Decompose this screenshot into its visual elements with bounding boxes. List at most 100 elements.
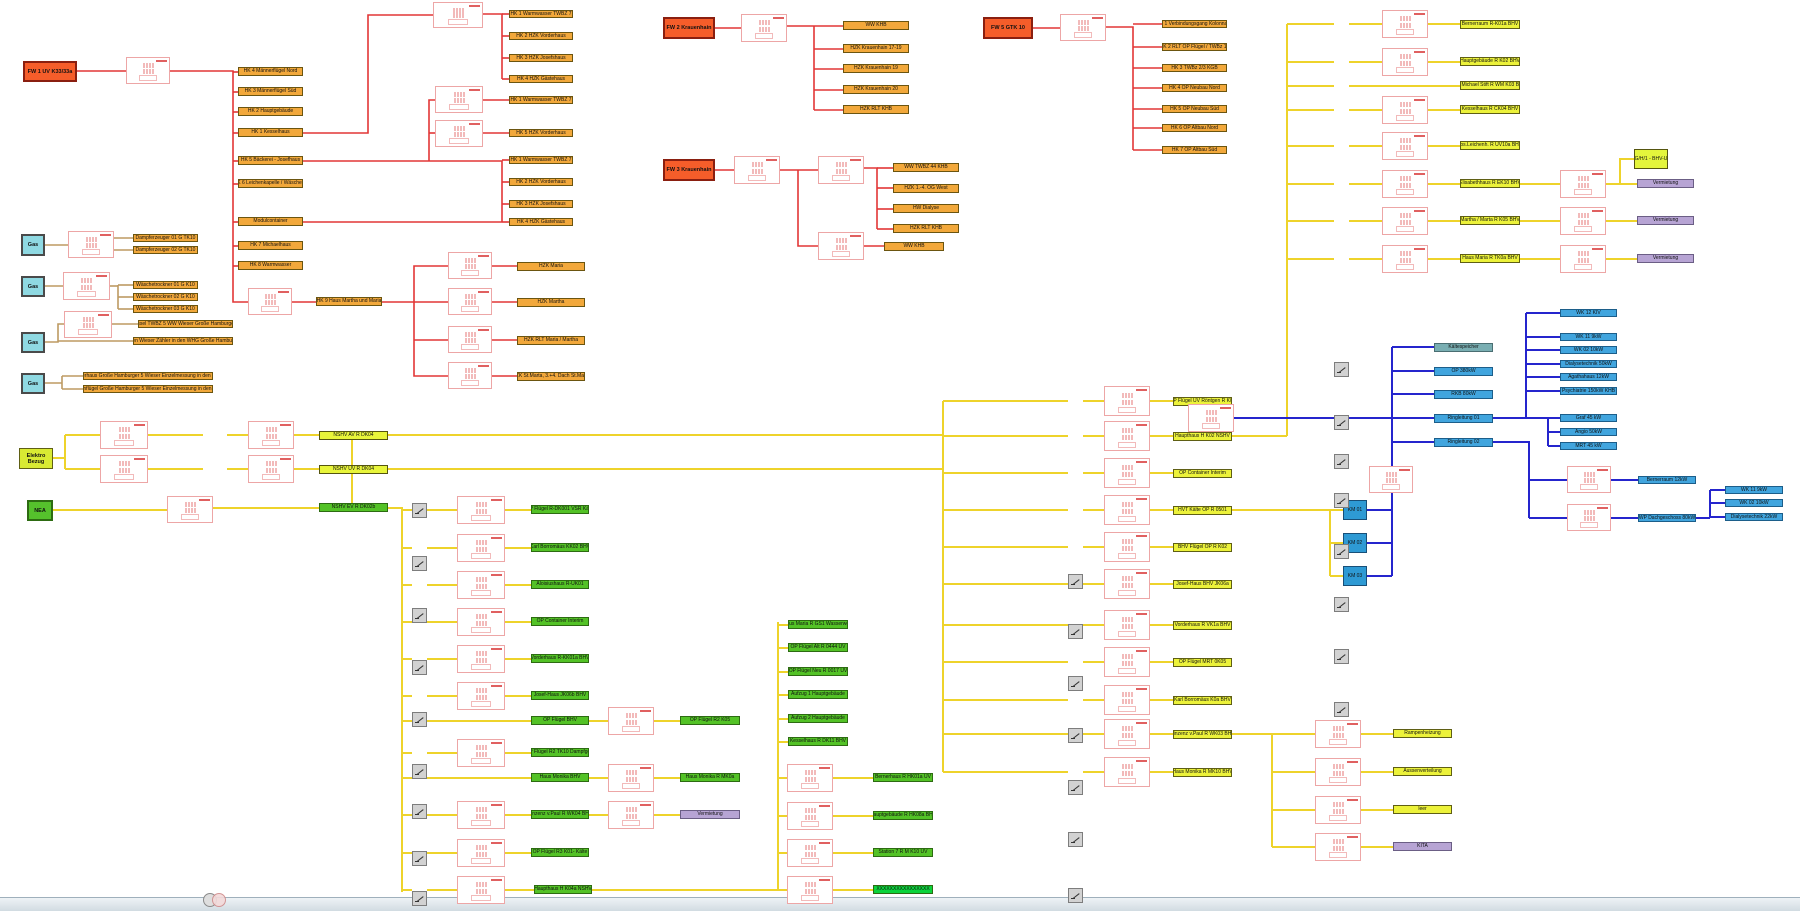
breaker-switch-icon[interactable] <box>412 660 427 675</box>
mrt-45-kw[interactable]: MRT 45 kW <box>1560 442 1617 450</box>
hk-3-twbz-2-3-kgb[interactable]: HK 3 TWBz 2/3 KGB <box>1162 64 1227 72</box>
meter-box[interactable] <box>448 362 492 389</box>
meter-box[interactable] <box>1315 796 1361 824</box>
meter-box[interactable] <box>448 288 492 315</box>
breaker-switch-icon[interactable] <box>1068 832 1083 847</box>
breaker-switch-icon[interactable] <box>1334 649 1349 664</box>
hk-5-op-neubau-s-d[interactable]: HK 5 OP Neubau Süd <box>1162 105 1227 113</box>
meter-box[interactable] <box>608 764 654 792</box>
leer[interactable]: leer <box>1393 805 1452 814</box>
vorderhaus-r-vk1a-bhv[interactable]: Vorderhaus R VK1a BHV <box>1173 621 1232 630</box>
gas[interactable]: Gas <box>21 276 45 297</box>
meter-box[interactable] <box>457 682 505 710</box>
breaker-switch-icon[interactable] <box>1068 624 1083 639</box>
meter-box[interactable] <box>448 252 492 279</box>
breaker-switch-icon[interactable] <box>1068 888 1083 903</box>
haupthaus-h-k04a-nshv[interactable]: Haupthaus H K04a NSHV <box>534 885 592 894</box>
rkb-80kw[interactable]: RKB 80kW <box>1434 390 1493 399</box>
op-fl-gel-alt-r-0444-uv[interactable]: OP Flügel Alt R 0444 UV <box>788 643 848 652</box>
breaker-switch-icon[interactable] <box>412 608 427 623</box>
meter-box[interactable] <box>1382 96 1428 124</box>
meter-box[interactable] <box>448 326 492 353</box>
hk-2-hzk-vorderhaus[interactable]: HK 2 HZK Vorderhaus <box>509 32 573 40</box>
meter-box[interactable] <box>734 156 780 184</box>
meter-box[interactable] <box>248 455 294 483</box>
meter-box[interactable] <box>787 802 833 830</box>
hzk-rlt-khb[interactable]: HZK RLT KHB <box>843 105 909 114</box>
meter-box[interactable] <box>457 571 505 599</box>
hk-4-m-nnerfl-gel-nord[interactable]: HK 4 Männerflügel Nord <box>238 67 303 76</box>
meter-box[interactable] <box>100 455 148 483</box>
breaker-switch-icon[interactable] <box>1068 780 1083 795</box>
breaker-switch-icon[interactable] <box>1068 728 1083 743</box>
meter-box[interactable] <box>1104 757 1150 787</box>
breaker-switch-icon[interactable] <box>1334 415 1349 430</box>
km-03[interactable]: KM 03 <box>1343 566 1367 586</box>
bernerhaus-r-hk01a-uv[interactable]: Bernerhaus R HK01a UV <box>873 773 933 782</box>
nshv-av-r-dk04[interactable]: NSHV AV R DK04 <box>319 431 388 440</box>
agathahaus-12kw[interactable]: Agathahaus 12kW <box>1560 373 1617 381</box>
meter-box[interactable] <box>818 232 864 260</box>
wk-11-9kw[interactable]: WK 11 9kW <box>1560 333 1617 341</box>
hk-9-haus-martha-und-maria[interactable]: HK 9 Haus Martha und Maria <box>316 297 382 306</box>
breaker-switch-icon[interactable] <box>1068 676 1083 691</box>
meter-box[interactable] <box>608 801 654 829</box>
op-fl-gel-r-dk001-vsr-k-lte[interactable]: OP Flügel R-DK001 VSR Kälte <box>531 505 589 514</box>
w-schetrockner-01-g-k10[interactable]: Wäschetrockner 01 G K10 <box>133 281 198 289</box>
breaker-switch-icon[interactable] <box>412 851 427 866</box>
op-380kw[interactable]: OP 380kW <box>1434 367 1493 376</box>
hk-2-rlt-op-fl-gel-twbz-10[interactable]: HK 2 RLT OP Flügel / TWBz 10 <box>1162 43 1227 51</box>
haus-monika-r-mk10-bhv[interactable]: Haus Monika R MK10 BHV <box>1173 768 1232 777</box>
meter-box[interactable] <box>1104 685 1150 715</box>
kesselhaus-r-ck04-bhv[interactable]: Kesselhaus R CK04 BHV <box>1460 105 1520 114</box>
op-fl-gel-r3-k01-k-lte[interactable]: OP Flügel R3 K01- Kälte <box>531 848 589 857</box>
dampferzeuger-01-g-tk10[interactable]: Dampferzeuger 01 G TK10 <box>133 234 198 242</box>
hk-5-b-ckerei-josefhaus[interactable]: HK 5 Bäckerei - Josefhaus <box>238 156 303 165</box>
jos-leichenh-r-uv10a-bhv[interactable]: Jos.Leichenh. R UV10a BHV <box>1460 141 1520 150</box>
fw-3-krauenhain[interactable]: FW 3 Krauenhain <box>663 159 715 181</box>
hk-2-hzk-vorderhaus[interactable]: HK 2 HZK Vorderhaus <box>509 178 573 186</box>
vermietung[interactable]: Vermietung <box>680 810 740 819</box>
wk-12-kiv[interactable]: WK 12 KIV <box>1560 309 1617 317</box>
meter-box[interactable] <box>433 2 483 28</box>
fw-1-uv-k33-33a[interactable]: FW 1 UV K33/33a <box>23 61 77 82</box>
hzk-rlt-maria-martha[interactable]: HZK RLT Maria / Martha <box>517 336 585 345</box>
fw-5-gtk-10[interactable]: FW 5 GTK 10 <box>983 17 1033 39</box>
meter-box[interactable] <box>457 645 505 673</box>
meter-box[interactable] <box>1315 758 1361 786</box>
aussenverteilung[interactable]: Aussenverteilung <box>1393 767 1452 776</box>
meter-box[interactable] <box>1104 610 1150 640</box>
ww-twbz-44-khb[interactable]: WW TWBZ 44 KHB <box>893 163 959 172</box>
meter-box[interactable] <box>167 496 213 523</box>
breaker-switch-icon[interactable] <box>1334 493 1349 508</box>
meter-box[interactable] <box>63 272 110 300</box>
fw-2-krauenhain[interactable]: FW 2 Krauenhain <box>663 17 715 39</box>
haus-maria-r-gs1-wasserwerk[interactable]: Haus Maria R GS1 Wasserwerk <box>788 620 848 629</box>
elisabethhaus-r-ek10-bhv[interactable]: Elisabethhaus R EK10 BHV <box>1460 179 1520 188</box>
aufzug-1-hauptgeb-ude[interactable]: Aufzug 1 Hauptgebäude <box>788 690 848 699</box>
haus-monika-bhv[interactable]: Haus Monika BHV <box>531 773 589 782</box>
dialysetechnik-50kw[interactable]: Dialysetechnik 50kW <box>1560 360 1617 368</box>
bhv-fl-gel-op-r-k02[interactable]: BHV Flügel OP R K02 <box>1173 543 1232 552</box>
haus-maria-r-tk0a-bhv[interactable]: Haus Maria R TK0a BHV <box>1460 254 1520 263</box>
w-schetrockner-03-g-k10[interactable]: Wäschetrockner 03 G K10 <box>133 305 198 313</box>
gas[interactable]: Gas <box>21 234 45 256</box>
psychiatrie-150kw-khb[interactable]: Psychiatrie 150kW KHB <box>1560 387 1617 395</box>
kg-h-1-bhv-uv[interactable]: KG/H/1 - BHV-UV <box>1634 149 1668 169</box>
hauptgeb-ude-r-hk08a-bhv[interactable]: Hauptgebäude R HK08a BHV <box>873 811 933 820</box>
meter-box[interactable] <box>248 288 292 315</box>
meter-box[interactable] <box>64 311 112 338</box>
vinzenz-v-paul-r-wk03-bhv[interactable]: Vinzenz v.Paul R WK03 BHV <box>1173 730 1232 739</box>
hk-4-hzk-g-stehaus[interactable]: HK 4 HZK Gästehaus <box>509 218 573 226</box>
op-fl-gel-neu-r-0017-uv[interactable]: OP Flügel Neu R 0017 UV <box>788 667 848 676</box>
meter-box[interactable] <box>787 764 833 792</box>
kita[interactable]: KITA <box>1393 842 1452 851</box>
hk-3-m-nnerfl-gel-s-d[interactable]: HK 3 Männerflügel Süd <box>238 87 303 96</box>
breaker-switch-icon[interactable] <box>1334 362 1349 377</box>
meter-box[interactable] <box>1382 48 1428 76</box>
meter-box[interactable] <box>1104 458 1150 488</box>
meter-box[interactable] <box>68 231 114 258</box>
meter-box[interactable] <box>608 707 654 735</box>
nea[interactable]: NEA <box>27 500 53 521</box>
breaker-switch-icon[interactable] <box>1334 702 1349 717</box>
